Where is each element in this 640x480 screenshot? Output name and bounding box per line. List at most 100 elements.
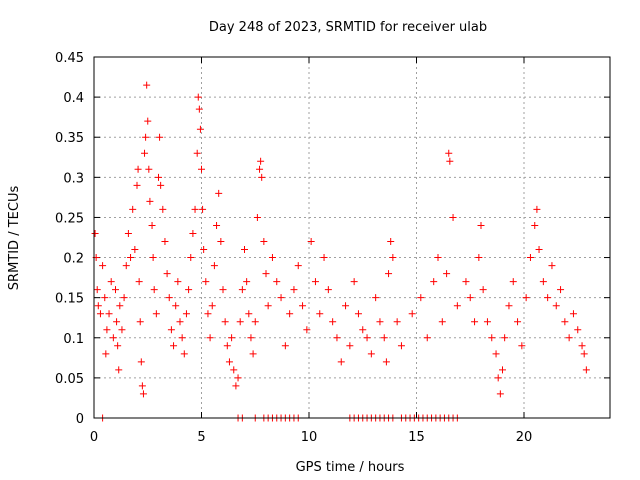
data-point <box>479 286 487 294</box>
data-point <box>115 366 123 374</box>
data-point <box>423 334 431 342</box>
data-point <box>561 318 569 326</box>
data-point <box>367 350 375 358</box>
data-point <box>514 318 522 326</box>
data-point <box>213 221 221 229</box>
data-point <box>522 294 530 302</box>
data-point <box>127 254 135 262</box>
data-point <box>257 157 265 165</box>
data-point <box>204 310 212 318</box>
data-points <box>91 81 590 422</box>
data-point <box>180 350 188 358</box>
data-point <box>143 81 151 89</box>
data-point <box>238 286 246 294</box>
data-point <box>372 294 380 302</box>
data-point <box>189 229 197 237</box>
chart-title: Day 248 of 2023, SRMTID for receiver ula… <box>209 20 487 35</box>
data-point <box>526 254 534 262</box>
data-point <box>535 246 543 254</box>
data-point <box>146 197 154 205</box>
data-point <box>273 278 281 286</box>
data-point <box>449 213 457 221</box>
data-point <box>466 294 474 302</box>
data-point <box>135 278 143 286</box>
data-point <box>122 262 130 270</box>
data-point <box>258 173 266 181</box>
data-point <box>324 286 332 294</box>
data-point <box>101 294 109 302</box>
ticks: 0 0.05 0.1 0.15 0.2 0.25 0.3 0.35 0.4 0.45 0 5 10 15 2… <box>55 51 610 445</box>
data-point <box>346 342 354 350</box>
data-point <box>234 374 242 382</box>
data-point <box>243 278 251 286</box>
data-point <box>200 246 208 254</box>
data-point <box>114 342 122 350</box>
data-point <box>91 229 99 237</box>
data-point <box>157 181 165 189</box>
data-point <box>116 302 124 310</box>
data-point <box>438 318 446 326</box>
data-point <box>185 286 193 294</box>
data-point <box>382 358 390 366</box>
y-tick-label: 0.3 <box>63 171 84 186</box>
data-point <box>316 310 324 318</box>
data-point <box>518 342 526 350</box>
data-point <box>477 221 485 229</box>
data-point <box>249 350 257 358</box>
data-point <box>303 326 311 334</box>
data-point <box>329 318 337 326</box>
data-point <box>462 278 470 286</box>
data-point <box>208 302 216 310</box>
y-tick-label: 0.2 <box>63 252 84 267</box>
data-point <box>453 302 461 310</box>
data-point <box>544 294 552 302</box>
data-point <box>299 302 307 310</box>
y-tick-label: 0 <box>76 412 84 427</box>
x-tick-label: 10 <box>301 430 318 445</box>
data-point <box>499 366 506 374</box>
data-point <box>262 270 270 278</box>
data-point <box>539 278 547 286</box>
data-point <box>138 382 146 390</box>
data-point <box>320 254 328 262</box>
data-point <box>337 358 345 366</box>
data-point <box>141 149 149 157</box>
data-point <box>228 334 236 342</box>
data-point <box>241 246 248 254</box>
data-point <box>380 334 388 342</box>
data-point <box>165 294 173 302</box>
data-point <box>196 125 204 133</box>
data-point <box>156 133 164 141</box>
data-point <box>159 205 167 213</box>
y-tick-label: 0.4 <box>63 91 84 106</box>
data-point <box>533 205 541 213</box>
y-tick-label: 0.35 <box>55 131 84 146</box>
data-point <box>129 205 137 213</box>
data-point <box>99 262 107 270</box>
data-point <box>191 205 199 213</box>
y-axis-label: SRMTID / TECUs <box>7 186 22 291</box>
data-point <box>359 326 367 334</box>
data-point <box>103 326 111 334</box>
data-point <box>354 310 362 318</box>
data-point <box>198 165 205 173</box>
data-point <box>417 294 425 302</box>
data-point <box>569 310 577 318</box>
data-point <box>531 221 539 229</box>
data-point <box>475 254 483 262</box>
data-point <box>93 286 101 294</box>
data-point <box>149 254 157 262</box>
data-point <box>131 246 139 254</box>
data-point <box>483 318 491 326</box>
data-point <box>251 318 259 326</box>
data-point <box>219 286 227 294</box>
data-point <box>333 334 341 342</box>
data-point <box>223 342 231 350</box>
data-point <box>167 326 175 334</box>
data-point <box>494 374 502 382</box>
data-point <box>342 302 350 310</box>
data-point <box>277 294 285 302</box>
data-point <box>245 310 253 318</box>
data-point <box>217 238 225 246</box>
y-tick-label: 0.05 <box>55 372 84 387</box>
